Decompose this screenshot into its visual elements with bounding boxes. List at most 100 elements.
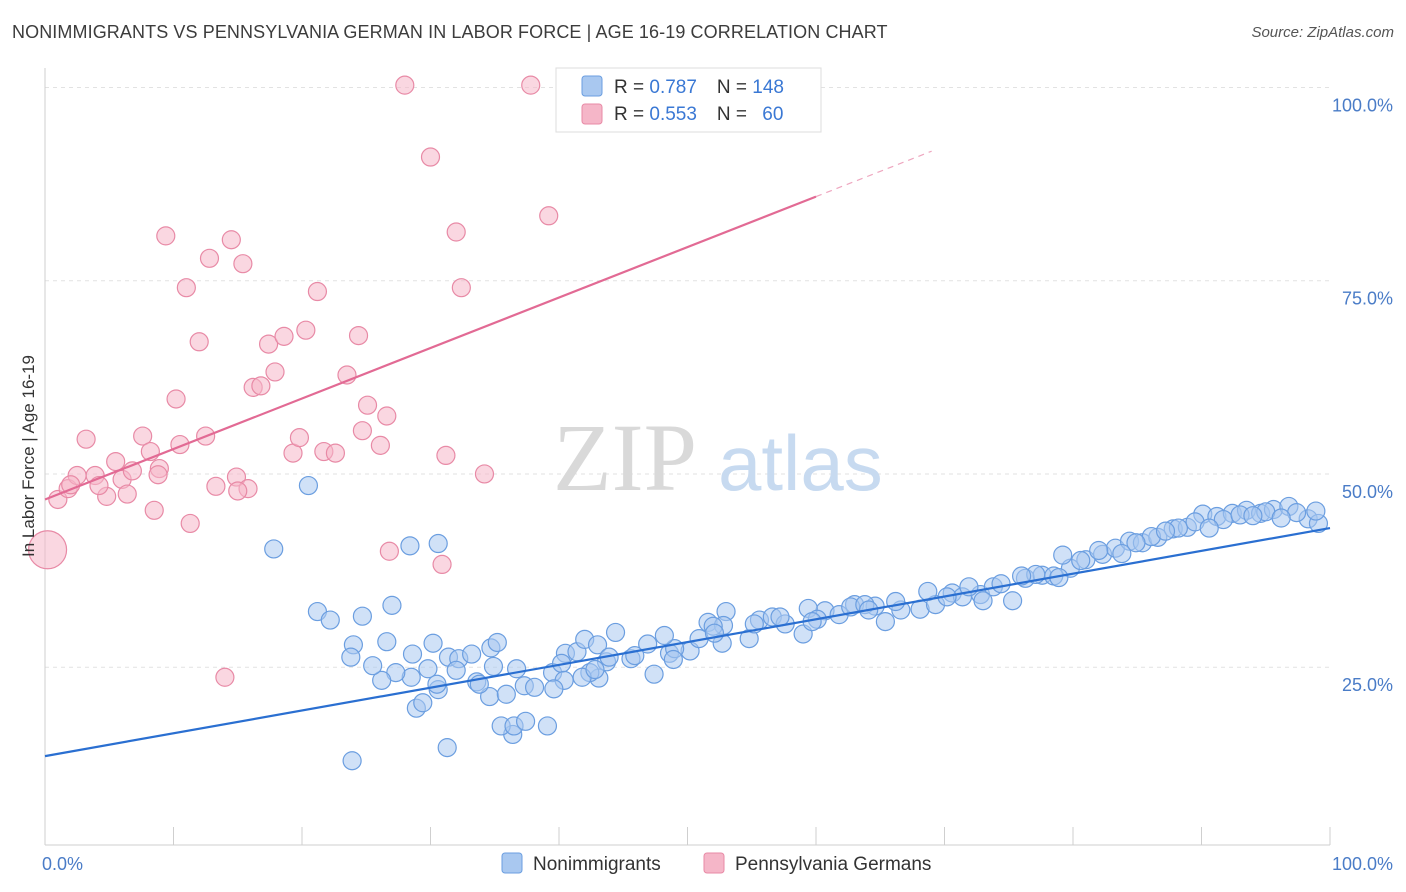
nonimmigrants-point [537, 716, 558, 736]
nonimmigrants-point [427, 674, 447, 694]
y-tick-label-100: 100.0% [1332, 95, 1393, 115]
nonimmigrants-point [973, 591, 993, 611]
pennsylvania-germans-point [180, 513, 200, 534]
pennsylvania-germans-point [395, 75, 415, 95]
nonimmigrants-point [320, 610, 340, 630]
pennsylvania-germans-point [348, 325, 369, 346]
pennsylvania-germans-point [289, 428, 310, 448]
pennsylvania-germans-point [379, 541, 399, 561]
nonimmigrants-point [382, 595, 402, 615]
nonimmigrants-point [352, 606, 372, 626]
pennsylvania-germans-point [156, 226, 176, 246]
legend-label-nonimmigrants: Nonimmigrants [533, 854, 661, 875]
nonimmigrants-point [515, 711, 536, 731]
nonimmigrants-point [1243, 506, 1263, 526]
nonimmigrants-point [264, 539, 284, 559]
stats-r-value-pink: 0.553 [649, 104, 697, 125]
x-tick-label-min: 0.0% [42, 854, 83, 874]
grid-lines [45, 86, 1330, 668]
nonimmigrants-point [544, 679, 564, 699]
watermark-atlas: atlas [718, 419, 883, 507]
nonimmigrants-point [483, 656, 504, 677]
pennsylvania-germans-point [258, 334, 279, 354]
pennsylvania-germans-point [199, 248, 220, 268]
nonimmigrants-point [423, 633, 443, 653]
pennsylvania-germans-point [251, 376, 271, 396]
y-axis-label: In Labor Force | Age 16-19 [19, 355, 38, 557]
legend-swatch-pennsylvania-germans [703, 852, 725, 874]
nonimmigrants-trend-line [44, 526, 1331, 758]
nonimmigrants-point [644, 664, 664, 684]
pennsylvania-germans-point [176, 278, 196, 298]
nonimmigrants-point [605, 622, 626, 643]
pennsylvania-germans-point [133, 426, 153, 446]
nonimmigrants-point [886, 591, 906, 612]
nonimmigrants-point [1053, 545, 1073, 565]
pennsylvania-germans-point [215, 667, 235, 687]
watermark: ZIP atlas [553, 404, 883, 511]
nonimmigrants-point [446, 660, 466, 680]
legend-label-pennsylvania-germans: Pennsylvania Germans [735, 854, 931, 875]
pennsylvania-germans-point [420, 147, 441, 167]
nonimmigrants-point [418, 659, 438, 679]
stats-swatch-pink [581, 103, 603, 125]
stats-swatch-blue [581, 75, 603, 97]
stats-n-label: N = [717, 104, 752, 125]
nonimmigrants-point [1011, 566, 1032, 586]
nonimmigrants-point [372, 670, 392, 690]
pennsylvania-germans-point [265, 362, 285, 382]
nonimmigrants-point [428, 533, 448, 554]
pennsylvania-germans-point [148, 465, 168, 485]
nonimmigrants-point [770, 607, 790, 627]
nonimmigrants-point [342, 751, 362, 771]
pennsylvania-germans-trend-extension [815, 150, 932, 198]
x-tick-label-max: 100.0% [1332, 854, 1393, 874]
bottom-legend: Nonimmigrants Pennsylvania Germans [501, 852, 931, 875]
nonimmigrants-point [1271, 508, 1291, 528]
pennsylvania-germans-point [370, 435, 390, 455]
pennsylvania-germans-point [521, 75, 541, 95]
nonimmigrants-point [377, 632, 397, 652]
nonimmigrants-point [1155, 521, 1176, 541]
pennsylvania-germans-point [106, 451, 126, 472]
stats-row-pink: R = 0.553 N = 60 [614, 104, 783, 125]
pennsylvania-germans-point [446, 222, 466, 242]
nonimmigrants-point [506, 659, 527, 679]
trend-lines [44, 150, 1331, 758]
pennsylvania-germans-point [357, 395, 378, 415]
y-tick-label-50: 50.0% [1342, 482, 1393, 502]
nonimmigrants-point [991, 574, 1011, 594]
nonimmigrants-point [1199, 518, 1219, 538]
nonimmigrants-point [437, 738, 457, 758]
nonimmigrants-point [496, 684, 516, 704]
stats-r-value-blue: 0.787 [649, 77, 697, 98]
nonimmigrants-point [341, 647, 361, 667]
pennsylvania-germans-point [377, 406, 397, 426]
pennsylvania-germans-point [474, 464, 495, 484]
pennsylvania-germans-point [27, 530, 68, 570]
watermark-zip: ZIP [553, 404, 697, 511]
pennsylvania-germans-point [451, 278, 471, 298]
nonimmigrants-point [462, 644, 482, 664]
nonimmigrants-point [875, 612, 895, 632]
nonimmigrants-point [400, 536, 420, 556]
y-tick-label-25: 25.0% [1342, 675, 1393, 695]
stats-legend: R = 0.787 N = 148 R = 0.553 N = 60 [555, 67, 822, 133]
chart-title: NONIMMIGRANTS VS PENNSYLVANIA GERMAN IN … [12, 22, 888, 42]
pennsylvania-germans-point [539, 206, 559, 226]
pennsylvania-germans-point [432, 554, 452, 575]
pennsylvania-germans-point [206, 476, 226, 496]
nonimmigrants-point [1003, 591, 1023, 611]
nonimmigrants-point [487, 632, 507, 653]
pennsylvania-germans-points [27, 75, 559, 687]
y-tick-label-75: 75.0% [1342, 289, 1393, 309]
pennsylvania-germans-point [189, 332, 209, 352]
stats-r-label: R = [614, 77, 649, 98]
pennsylvania-germans-point [307, 281, 328, 302]
pennsylvania-germans-point [144, 500, 164, 520]
nonimmigrants-point [654, 625, 674, 646]
stats-row-blue: R = 0.787 N = 148 [614, 77, 784, 98]
nonimmigrants-point [298, 475, 319, 496]
nonimmigrants-point [363, 656, 383, 676]
pennsylvania-germans-point [233, 254, 253, 274]
